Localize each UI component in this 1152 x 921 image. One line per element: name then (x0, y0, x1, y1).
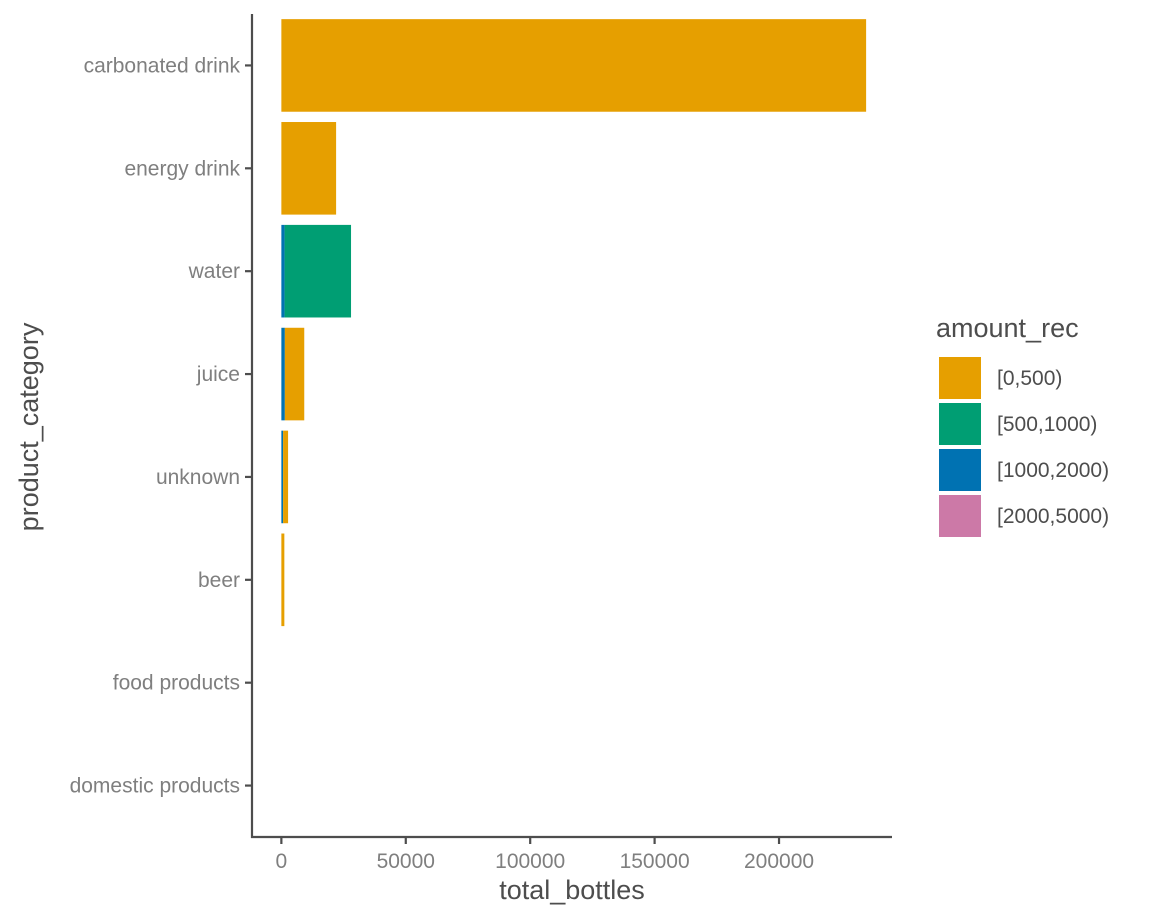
y-tick-label: domestic products (70, 775, 240, 798)
y-ticks: carbonated drink energy drink water juice un… (70, 54, 252, 798)
x-ticks: 0 50000 100000 150000 200000 (276, 837, 814, 873)
x-tick-label: 0 (276, 850, 288, 873)
legend-label: [2000,5000) (997, 505, 1109, 528)
legend-key-1000-2000 (939, 449, 981, 491)
legend-key-2000-5000 (939, 495, 981, 537)
y-tick-label: carbonated drink (84, 54, 241, 77)
legend-label: [500,1000) (997, 413, 1097, 436)
x-tick-label: 100000 (495, 850, 565, 873)
x-tick-label: 200000 (744, 850, 814, 873)
bar-water-1000-2000 (281, 224, 285, 318)
y-tick-label: energy drink (124, 157, 240, 180)
bar-carbonated-drink-0-500 (281, 19, 867, 112)
y-tick-label: unknown (156, 466, 240, 489)
axes-layer (250, 14, 892, 839)
bar-beer-0-500 (281, 533, 285, 627)
x-tick-label: 150000 (620, 850, 690, 873)
y-tick-label: food products (113, 672, 240, 695)
bar-energy-drink-0-500 (281, 122, 337, 215)
legend-title: amount_rec (936, 313, 1079, 343)
bar-juice-0-500 (284, 327, 305, 421)
x-tick-label: 50000 (377, 850, 435, 873)
legend-label: [1000,2000) (997, 459, 1109, 482)
bar-juice-1000-2000 (281, 327, 285, 421)
y-axis-title: product_category (14, 322, 44, 531)
legend-key-500-1000 (939, 403, 981, 445)
bar-unknown-0-500 (283, 430, 289, 524)
legend-label: [0,500) (997, 367, 1062, 390)
x-axis-title: total_bottles (499, 875, 645, 905)
bar-water-500-1000 (284, 224, 352, 318)
y-tick-label: juice (196, 363, 240, 386)
bar-unknown-1000-2000 (281, 430, 284, 524)
legend: amount_rec [0,500) [500,1000) [1000,2000) [… (936, 313, 1109, 537)
bars-layer (281, 19, 867, 627)
y-tick-label: beer (198, 569, 240, 592)
y-tick-label: water (188, 260, 240, 283)
legend-key-0-500 (939, 357, 981, 399)
